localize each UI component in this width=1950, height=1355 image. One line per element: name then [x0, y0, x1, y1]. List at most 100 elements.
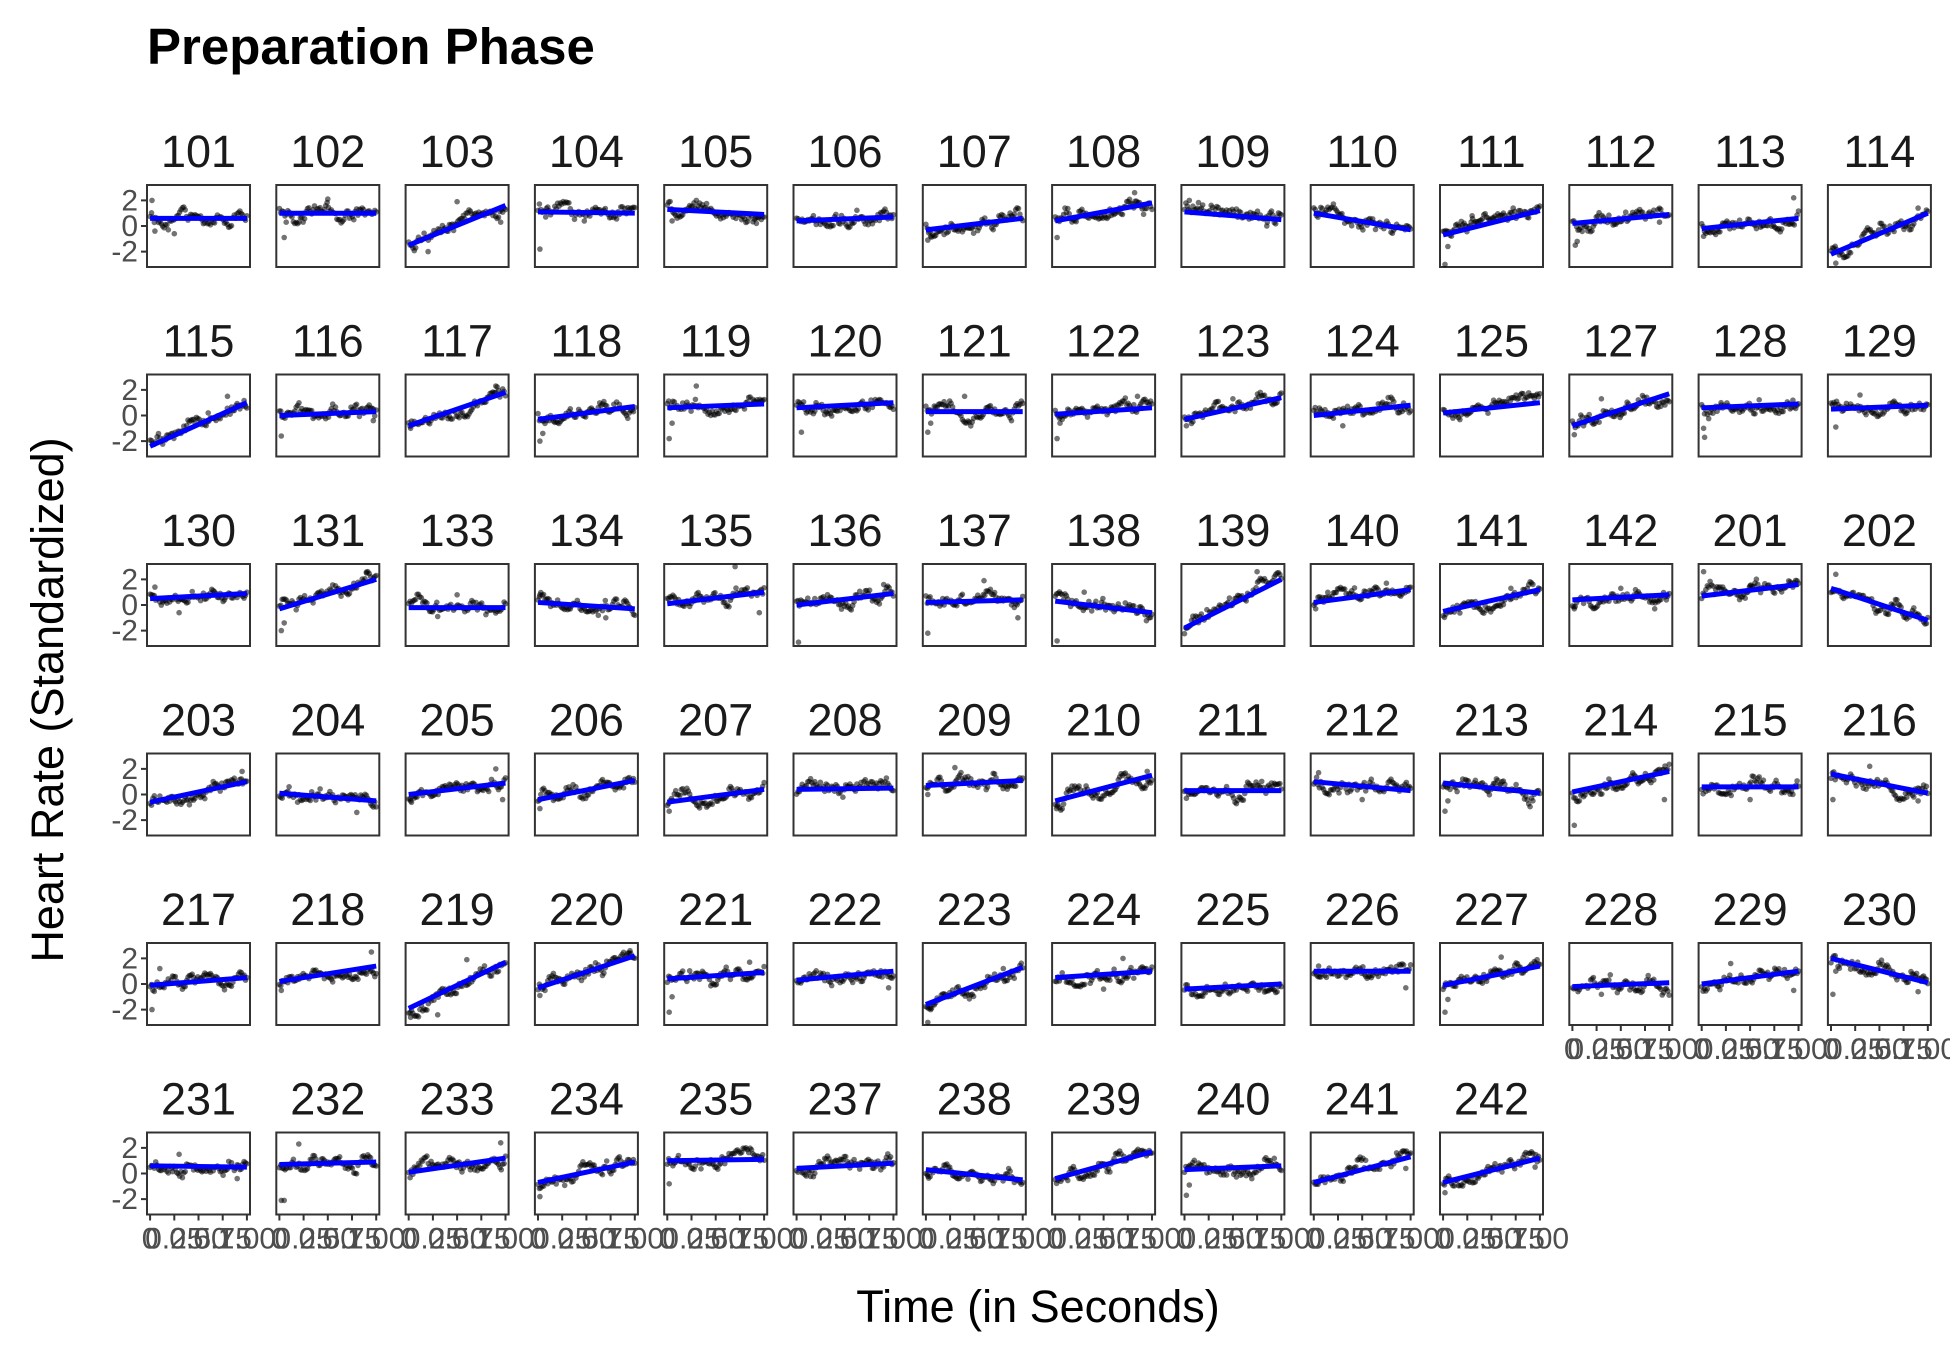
data-point: [1120, 212, 1126, 218]
data-point: [537, 806, 543, 812]
strip-label: 118: [551, 316, 623, 367]
panel-213: 213: [1440, 695, 1543, 836]
data-point: [1853, 783, 1859, 789]
data-point: [867, 587, 873, 593]
data-point: [152, 584, 158, 590]
data-point: [1794, 778, 1800, 784]
data-point: [493, 766, 499, 772]
data-point: [279, 988, 285, 994]
data-point: [925, 1020, 931, 1026]
panel-131: 131: [276, 505, 379, 646]
panel-118: 118: [535, 316, 638, 457]
data-point: [498, 219, 504, 225]
strip-label: 141: [1454, 505, 1529, 556]
strip-label: 113: [1714, 126, 1786, 177]
data-point: [1065, 206, 1071, 212]
data-point: [704, 201, 710, 207]
data-point: [1701, 569, 1707, 575]
data-point: [1454, 789, 1460, 795]
data-point: [500, 797, 506, 803]
data-point: [603, 615, 609, 621]
panel-border: [276, 943, 379, 1025]
data-point: [537, 993, 543, 999]
data-point: [960, 592, 966, 598]
data-point: [496, 969, 502, 975]
strip-label: 115: [163, 316, 235, 367]
panel-138: 138: [1052, 505, 1155, 646]
data-point: [747, 959, 753, 965]
data-point: [1830, 797, 1836, 803]
data-point: [840, 794, 846, 800]
strip-label: 123: [1195, 316, 1270, 367]
data-point: [364, 570, 370, 576]
panel-border: [794, 754, 897, 836]
data-point: [761, 585, 767, 591]
regression-line: [926, 600, 1023, 603]
data-point: [1057, 420, 1063, 426]
data-point: [333, 800, 339, 806]
data-point: [1015, 615, 1021, 621]
panel-114: 114: [1828, 126, 1931, 267]
strip-label: 107: [937, 126, 1012, 177]
data-point: [1184, 423, 1190, 429]
panel-135: 135: [664, 505, 767, 646]
data-point: [962, 394, 968, 400]
data-point: [286, 784, 292, 790]
strip-label: 210: [1066, 695, 1141, 746]
panel-119: 119: [664, 316, 767, 457]
data-point: [1662, 797, 1668, 803]
data-point: [1833, 424, 1839, 430]
data-point: [925, 630, 931, 636]
data-point: [1586, 412, 1592, 418]
data-point: [854, 208, 860, 214]
data-point: [1666, 762, 1672, 768]
panel-204: 204: [276, 695, 379, 836]
data-point: [566, 200, 572, 206]
data-point: [435, 1012, 441, 1018]
data-point: [1779, 226, 1785, 232]
data-point: [1754, 576, 1760, 582]
data-point: [601, 970, 607, 976]
panel-207: 207: [664, 695, 767, 836]
data-point: [1264, 223, 1270, 229]
strip-label: 137: [937, 505, 1012, 556]
data-point: [884, 775, 890, 781]
data-point: [1915, 205, 1921, 211]
data-point: [1391, 399, 1397, 405]
data-point: [1081, 589, 1087, 595]
data-point: [435, 614, 441, 620]
data-point: [625, 416, 631, 422]
y-tick-label: 2: [121, 374, 138, 407]
strip-label: 212: [1325, 695, 1400, 746]
panel-104: 104: [535, 126, 638, 267]
strip-label: 133: [420, 505, 495, 556]
data-point: [373, 804, 379, 810]
data-point: [1791, 195, 1797, 201]
data-point: [537, 201, 543, 207]
data-point: [537, 246, 543, 252]
data-point: [928, 1007, 934, 1013]
panel-217: 217-202: [111, 884, 250, 1027]
panel-210: 210: [1052, 695, 1155, 836]
strip-label: 124: [1325, 316, 1400, 367]
panel-120: 120: [794, 316, 897, 457]
data-point: [829, 983, 835, 989]
data-point: [1316, 770, 1322, 776]
strip-label: 224: [1066, 884, 1141, 935]
data-point: [325, 196, 331, 202]
strip-label: 119: [680, 316, 752, 367]
panel-border: [1052, 185, 1155, 267]
data-point: [1508, 586, 1514, 592]
data-point: [1728, 793, 1734, 799]
data-point: [1833, 260, 1839, 266]
data-point: [1572, 823, 1578, 829]
panel-109: 109: [1181, 126, 1284, 267]
data-point: [761, 964, 767, 970]
data-point: [981, 578, 987, 584]
strip-label: 216: [1842, 695, 1917, 746]
data-point: [486, 789, 492, 795]
strip-label: 215: [1713, 695, 1788, 746]
data-point: [354, 402, 360, 408]
data-point: [1487, 792, 1493, 798]
